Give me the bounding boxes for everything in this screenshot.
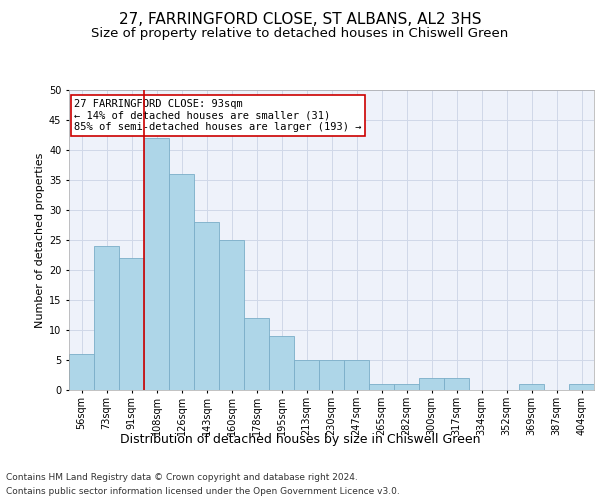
Bar xyxy=(94,246,119,390)
Text: Contains HM Land Registry data © Crown copyright and database right 2024.: Contains HM Land Registry data © Crown c… xyxy=(6,472,358,482)
Bar xyxy=(319,360,344,390)
Text: Contains public sector information licensed under the Open Government Licence v3: Contains public sector information licen… xyxy=(6,488,400,496)
Bar xyxy=(219,240,244,390)
Bar xyxy=(119,258,144,390)
Bar xyxy=(144,138,169,390)
Bar xyxy=(294,360,319,390)
Bar xyxy=(369,384,394,390)
Bar xyxy=(444,378,469,390)
Bar xyxy=(344,360,369,390)
Bar xyxy=(169,174,194,390)
Text: 27 FARRINGFORD CLOSE: 93sqm
← 14% of detached houses are smaller (31)
85% of sem: 27 FARRINGFORD CLOSE: 93sqm ← 14% of det… xyxy=(74,99,362,132)
Bar xyxy=(244,318,269,390)
Bar xyxy=(519,384,544,390)
Bar xyxy=(394,384,419,390)
Text: 27, FARRINGFORD CLOSE, ST ALBANS, AL2 3HS: 27, FARRINGFORD CLOSE, ST ALBANS, AL2 3H… xyxy=(119,12,481,28)
Bar xyxy=(269,336,294,390)
Bar xyxy=(69,354,94,390)
Bar xyxy=(419,378,444,390)
Bar xyxy=(194,222,219,390)
Text: Size of property relative to detached houses in Chiswell Green: Size of property relative to detached ho… xyxy=(91,28,509,40)
Text: Distribution of detached houses by size in Chiswell Green: Distribution of detached houses by size … xyxy=(120,432,480,446)
Bar xyxy=(569,384,594,390)
Y-axis label: Number of detached properties: Number of detached properties xyxy=(35,152,44,328)
